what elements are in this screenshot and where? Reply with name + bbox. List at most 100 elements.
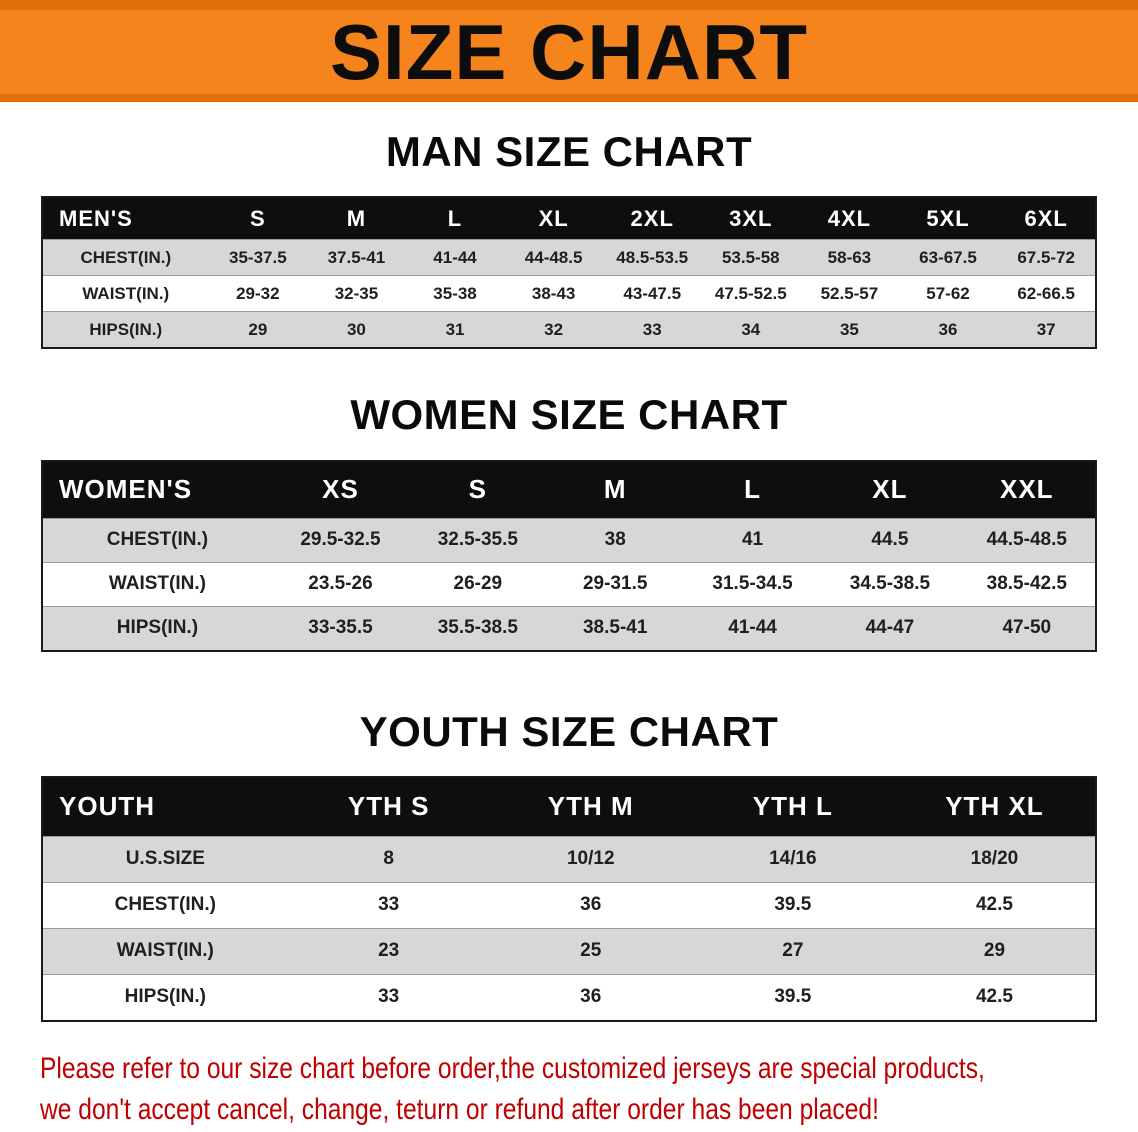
- row-label: CHEST(IN.): [42, 517, 272, 563]
- row-label: CHEST(IN.): [42, 881, 288, 929]
- size-value: 39.5: [691, 881, 894, 929]
- youth-size-table: YOUTH YTH S YTH M YTH L YTH XL U.S.SIZE 8 10/12…: [41, 775, 1097, 1022]
- size-value: 34: [701, 311, 801, 349]
- size-value: 18/20: [893, 835, 1096, 883]
- table-row: CHEST(IN.) 33 36 39.5 42.5: [42, 881, 1096, 929]
- size-value: 29: [893, 927, 1096, 975]
- table-header-row: MEN'S S M L XL 2XL 3XL 4XL 5XL 6XL: [42, 197, 1096, 240]
- size-column-header: YTH XL: [893, 776, 1096, 837]
- size-value: 42.5: [893, 881, 1096, 929]
- size-column-header: XXL: [958, 460, 1096, 519]
- size-value: 31: [405, 311, 505, 349]
- size-value: 32: [504, 311, 603, 349]
- table-corner-label: YOUTH: [42, 776, 288, 837]
- size-value: 44-47: [821, 605, 959, 651]
- women-section-heading: WOMEN SIZE CHART: [350, 391, 788, 439]
- size-value: 26-29: [409, 561, 547, 607]
- size-value: 27: [691, 927, 894, 975]
- size-column-header: S: [409, 460, 547, 519]
- size-value: 57-62: [898, 275, 998, 312]
- size-column-header: YTH S: [287, 776, 490, 837]
- table-corner-label: MEN'S: [42, 197, 209, 240]
- row-label: HIPS(IN.): [42, 605, 272, 651]
- size-value: 58-63: [800, 239, 899, 276]
- row-label: WAIST(IN.): [42, 561, 272, 607]
- size-column-header: XS: [271, 460, 410, 519]
- size-value: 37: [997, 311, 1096, 349]
- size-column-header: 3XL: [701, 197, 801, 240]
- women-size-section: WOMEN SIZE CHART WOMEN'S XS S M L XL XXL CHEST(…: [0, 391, 1138, 652]
- size-value: 33: [602, 311, 702, 349]
- size-value: 47.5-52.5: [701, 275, 801, 312]
- size-value: 37.5-41: [307, 239, 406, 276]
- disclaimer-line-1: Please refer to our size chart before or…: [40, 1051, 985, 1085]
- disclaimer-line-2: we don't accept cancel, change, teturn o…: [40, 1092, 879, 1126]
- size-value: 36: [489, 881, 692, 929]
- size-value: 62-66.5: [997, 275, 1096, 312]
- size-value: 29-32: [208, 275, 308, 312]
- men-section-heading: MAN SIZE CHART: [385, 128, 753, 175]
- size-value: 33: [287, 973, 490, 1021]
- table-corner-label: WOMEN'S: [42, 460, 272, 519]
- size-value: 42.5: [893, 973, 1096, 1021]
- row-label: WAIST(IN.): [42, 927, 288, 975]
- size-value: 35: [800, 311, 899, 349]
- table-row: U.S.SIZE 8 10/12 14/16 18/20: [42, 835, 1096, 883]
- table-header-row: WOMEN'S XS S M L XL XXL: [42, 460, 1096, 519]
- size-value: 38-43: [504, 275, 603, 312]
- size-value: 25: [489, 927, 692, 975]
- row-label: CHEST(IN.): [42, 239, 209, 276]
- size-column-header: 2XL: [602, 197, 702, 240]
- size-value: 35-38: [405, 275, 505, 312]
- disclaimer: Please refer to our size chart before or…: [40, 1048, 1138, 1130]
- size-value: 38.5-41: [546, 605, 684, 651]
- size-value: 48.5-53.5: [602, 239, 702, 276]
- size-chart-banner: SIZE CHART: [0, 0, 1138, 102]
- size-value: 44-48.5: [504, 239, 603, 276]
- size-column-header: M: [546, 460, 684, 519]
- size-value: 23: [287, 927, 490, 975]
- table-row: HIPS(IN.) 33-35.5 35.5-38.5 38.5-41 41-44 44-…: [42, 605, 1096, 651]
- size-value: 35.5-38.5: [409, 605, 547, 651]
- size-value: 38: [546, 517, 684, 563]
- size-column-header: YTH M: [489, 776, 692, 837]
- size-column-header: L: [405, 197, 505, 240]
- size-column-header: 6XL: [997, 197, 1096, 240]
- size-column-header: 5XL: [898, 197, 998, 240]
- size-value: 52.5-57: [800, 275, 899, 312]
- size-value: 44.5: [821, 517, 959, 563]
- row-label: HIPS(IN.): [42, 311, 209, 349]
- size-column-header: 4XL: [800, 197, 899, 240]
- men-size-table: MEN'S S M L XL 2XL 3XL 4XL 5XL 6XL CHEST(IN.) 35-37…: [41, 196, 1097, 350]
- youth-size-section: YOUTH SIZE CHART YOUTH YTH S YTH M YTH L YTH…: [0, 708, 1138, 1022]
- size-value: 29: [208, 311, 308, 349]
- size-value: 33-35.5: [271, 605, 410, 651]
- size-value: 36: [898, 311, 998, 349]
- table-header-row: YOUTH YTH S YTH M YTH L YTH XL: [42, 776, 1096, 837]
- table-row: HIPS(IN.) 33 36 39.5 42.5: [42, 973, 1096, 1021]
- size-value: 29-31.5: [546, 561, 684, 607]
- size-value: 33: [287, 881, 490, 929]
- size-value: 14/16: [691, 835, 894, 883]
- size-value: 8: [287, 835, 490, 883]
- table-row: CHEST(IN.) 29.5-32.5 32.5-35.5 38 41 44.5 44.5…: [42, 517, 1096, 563]
- size-value: 41-44: [405, 239, 505, 276]
- size-column-header: S: [208, 197, 308, 240]
- youth-section-heading: YOUTH SIZE CHART: [359, 707, 779, 755]
- size-value: 34.5-38.5: [821, 561, 959, 607]
- banner-title: SIZE CHART: [330, 8, 808, 96]
- table-row: HIPS(IN.) 29 30 31 32 33 34 35 36 37: [42, 311, 1096, 349]
- size-column-header: XL: [821, 460, 959, 519]
- size-value: 30: [307, 311, 406, 349]
- size-value: 63-67.5: [898, 239, 998, 276]
- size-column-header: M: [307, 197, 406, 240]
- size-value: 32-35: [307, 275, 406, 312]
- size-value: 29.5-32.5: [271, 517, 410, 563]
- size-value: 23.5-26: [271, 561, 410, 607]
- row-label: U.S.SIZE: [42, 835, 288, 883]
- size-value: 10/12: [489, 835, 692, 883]
- size-value: 41-44: [683, 605, 822, 651]
- table-row: WAIST(IN.) 23 25 27 29: [42, 927, 1096, 975]
- row-label: WAIST(IN.): [42, 275, 209, 312]
- size-value: 47-50: [958, 605, 1096, 651]
